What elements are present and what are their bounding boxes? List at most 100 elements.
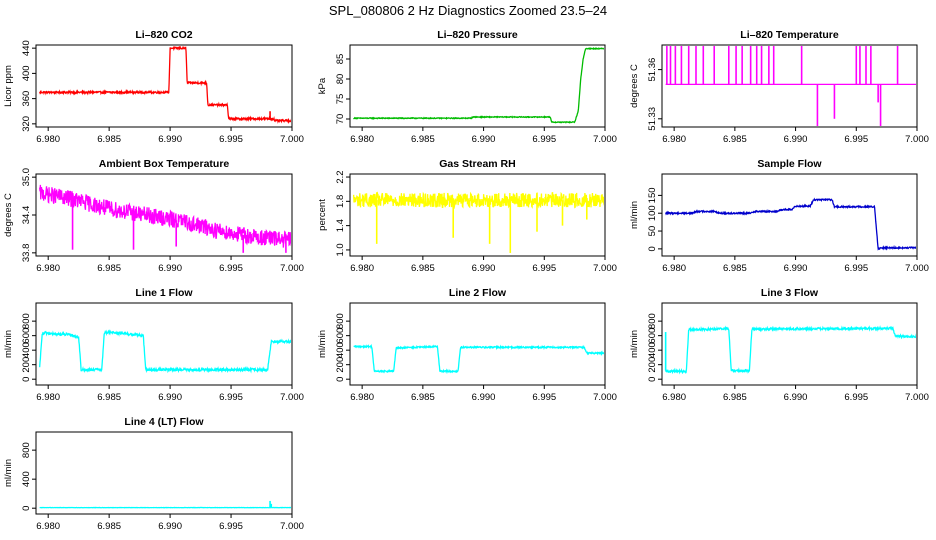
- x-tick-label: 6.985: [97, 392, 121, 403]
- data-series: [39, 184, 291, 248]
- y-tick-label: 320: [21, 116, 32, 132]
- y-tick-label: 0: [21, 506, 32, 511]
- x-tick-label: 6.980: [350, 263, 374, 274]
- y-tick-label: 50: [647, 226, 658, 237]
- x-tick-label: 7.000: [905, 392, 929, 403]
- y-tick-label: 400: [647, 342, 658, 358]
- y-axis-label: ml/min: [317, 330, 328, 358]
- panel-title: Li–820 Pressure: [437, 29, 518, 41]
- x-tick-label: 6.990: [158, 392, 182, 403]
- panel-3: Li–820 Temperature degrees C 6.980 6.985 6.9…: [629, 29, 929, 145]
- x-tick-label: 7.000: [280, 521, 304, 532]
- y-tick-label: 51.33: [647, 107, 658, 131]
- plot-frame: [349, 173, 606, 257]
- x-tick-label: 7.000: [593, 263, 617, 274]
- x-tick-label: 6.990: [158, 263, 182, 274]
- panel-1: Li–820 CO2 Licor ppm 6.980 6.985 6.990 6.995 7…: [3, 29, 304, 145]
- x-tick-label: 6.990: [472, 263, 496, 274]
- x-tick-label: 6.985: [411, 134, 435, 145]
- x-tick-label: 7.000: [280, 263, 304, 274]
- plot-frame: [35, 431, 293, 515]
- y-tick-label: 70: [335, 114, 346, 125]
- x-tick-label: 6.995: [219, 263, 243, 274]
- plot-frame: [661, 302, 918, 386]
- x-tick-label: 7.000: [905, 134, 929, 145]
- panel-title: Ambient Box Temperature: [99, 158, 230, 170]
- panel-2: Li–820 Pressure kPa 6.980 6.985 6.990 6.995 7.…: [317, 29, 617, 145]
- y-tick-label: 600: [21, 328, 32, 344]
- x-tick-label: 6.995: [219, 392, 243, 403]
- y-axis-label: degrees C: [629, 64, 640, 108]
- x-tick-label: 7.000: [593, 392, 617, 403]
- y-tick-label: 100: [647, 205, 658, 221]
- plot-frame: [661, 44, 918, 128]
- y-tick-label: 600: [647, 328, 658, 344]
- panel-8: Line 2 Flow ml/min 6.980 6.985 6.990 6.995 7.0…: [317, 287, 617, 403]
- panel-title: Gas Stream RH: [439, 158, 515, 170]
- panel-title: Line 2 Flow: [449, 287, 507, 299]
- y-tick-label: 400: [21, 471, 32, 487]
- x-tick-label: 6.980: [36, 392, 60, 403]
- y-tick-label: 2.2: [335, 170, 346, 183]
- x-tick-label: 6.990: [472, 392, 496, 403]
- y-tick-label: 34.4: [21, 206, 32, 225]
- y-tick-label: 800: [647, 313, 658, 329]
- y-tick-label: 33.8: [21, 244, 32, 263]
- y-tick-label: 0: [335, 377, 346, 382]
- x-tick-label: 7.000: [280, 392, 304, 403]
- y-tick-label: 1.0: [335, 243, 346, 256]
- y-tick-label: 51.36: [647, 58, 658, 82]
- data-series: [353, 47, 604, 124]
- x-tick-label: 7.000: [593, 134, 617, 145]
- y-axis-label: ml/min: [3, 330, 14, 358]
- x-tick-label: 6.985: [411, 392, 435, 403]
- y-tick-label: 1.8: [335, 195, 346, 208]
- y-tick-label: 400: [21, 342, 32, 358]
- y-tick-label: 0: [647, 246, 658, 251]
- y-tick-label: 800: [335, 313, 346, 329]
- panel-9: Line 3 Flow ml/min 6.980 6.985 6.990 6.995 7.0…: [629, 287, 929, 403]
- x-tick-label: 6.995: [219, 521, 243, 532]
- y-tick-label: 150: [647, 187, 658, 203]
- y-axis-label: percent: [317, 199, 328, 231]
- data-series: [39, 329, 291, 374]
- x-tick-label: 6.980: [350, 392, 374, 403]
- y-tick-label: 440: [21, 40, 32, 56]
- x-tick-label: 6.980: [662, 263, 686, 274]
- panel-title: Li–820 Temperature: [740, 29, 839, 41]
- y-axis-label: Licor ppm: [3, 65, 14, 107]
- y-tick-label: 75: [335, 94, 346, 105]
- x-tick-label: 6.985: [723, 263, 747, 274]
- x-tick-label: 6.985: [97, 521, 121, 532]
- panel-title: Line 4 (LT) Flow: [124, 416, 204, 428]
- y-tick-label: 400: [335, 342, 346, 358]
- panel-7: Line 1 Flow ml/min 6.980 6.985 6.990 6.995 7.0…: [3, 287, 304, 403]
- y-tick-label: 200: [21, 357, 32, 373]
- y-axis-label: ml/min: [3, 459, 14, 487]
- y-tick-label: 0: [647, 377, 658, 382]
- x-tick-label: 6.990: [784, 392, 808, 403]
- x-tick-label: 6.980: [36, 134, 60, 145]
- x-tick-label: 6.985: [97, 263, 121, 274]
- x-tick-label: 6.980: [350, 134, 374, 145]
- y-axis-label: degrees C: [3, 193, 14, 237]
- y-tick-label: 360: [21, 91, 32, 107]
- x-tick-label: 6.995: [844, 263, 868, 274]
- y-tick-label: 85: [335, 54, 346, 65]
- x-tick-label: 6.995: [844, 134, 868, 145]
- x-tick-label: 6.985: [723, 392, 747, 403]
- x-tick-label: 6.995: [219, 134, 243, 145]
- x-tick-label: 6.990: [472, 134, 496, 145]
- figure-title: SPL_080806 2 Hz Diagnostics Zoomed 23.5–…: [329, 3, 607, 18]
- x-tick-label: 6.995: [532, 263, 556, 274]
- panel-title: Line 3 Flow: [761, 287, 819, 299]
- x-tick-label: 6.985: [97, 134, 121, 145]
- x-tick-label: 6.980: [36, 521, 60, 532]
- y-tick-label: 80: [335, 74, 346, 85]
- y-tick-label: 400: [21, 65, 32, 81]
- data-series: [665, 197, 916, 251]
- y-tick-label: 0: [21, 377, 32, 382]
- y-tick-label: 200: [335, 357, 346, 373]
- y-axis-label: kPa: [317, 77, 328, 94]
